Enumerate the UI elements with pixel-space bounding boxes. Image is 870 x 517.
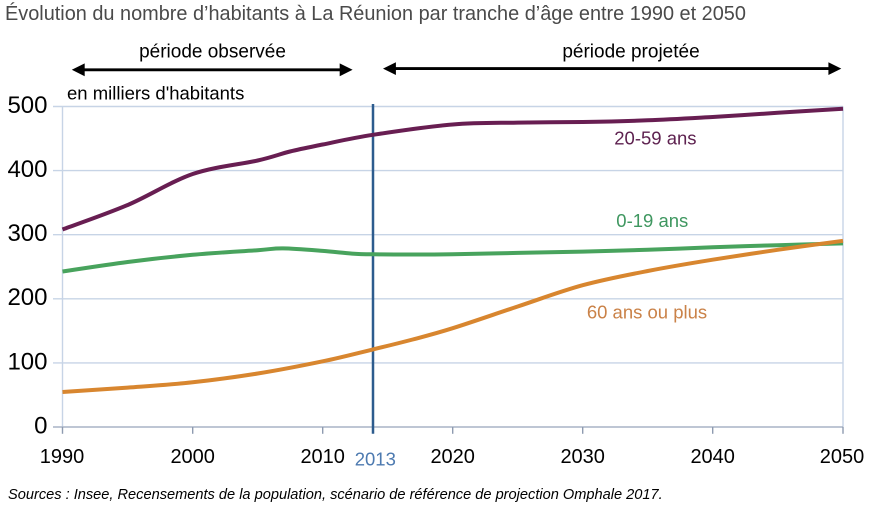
svg-text:2050: 2050 xyxy=(820,446,865,468)
svg-text:2040: 2040 xyxy=(690,446,735,468)
svg-text:2000: 2000 xyxy=(170,446,215,468)
svg-text:500: 500 xyxy=(7,92,47,119)
svg-text:1990: 1990 xyxy=(40,446,85,468)
svg-text:0: 0 xyxy=(34,412,47,439)
svg-text:400: 400 xyxy=(7,156,47,183)
svg-text:Évolution du nombre d’habitant: Évolution du nombre d’habitants à La Réu… xyxy=(5,2,746,25)
svg-text:300: 300 xyxy=(7,220,47,247)
svg-text:200: 200 xyxy=(7,284,47,311)
svg-text:20-59 ans: 20-59 ans xyxy=(614,128,696,149)
svg-text:0-19 ans: 0-19 ans xyxy=(616,210,688,231)
svg-text:2010: 2010 xyxy=(300,446,345,468)
svg-text:60 ans ou plus: 60 ans ou plus xyxy=(587,302,707,323)
svg-text:période observée: période observée xyxy=(139,42,286,63)
svg-text:2020: 2020 xyxy=(430,446,475,468)
svg-text:2030: 2030 xyxy=(560,446,605,468)
svg-text:100: 100 xyxy=(7,348,47,375)
svg-text:2013: 2013 xyxy=(355,449,396,470)
svg-text:période projetée: période projetée xyxy=(562,42,699,63)
svg-text:Sources : Insee, Recensements: Sources : Insee, Recensements de la popu… xyxy=(8,487,663,503)
svg-text:en milliers d'habitants: en milliers d'habitants xyxy=(67,83,244,104)
